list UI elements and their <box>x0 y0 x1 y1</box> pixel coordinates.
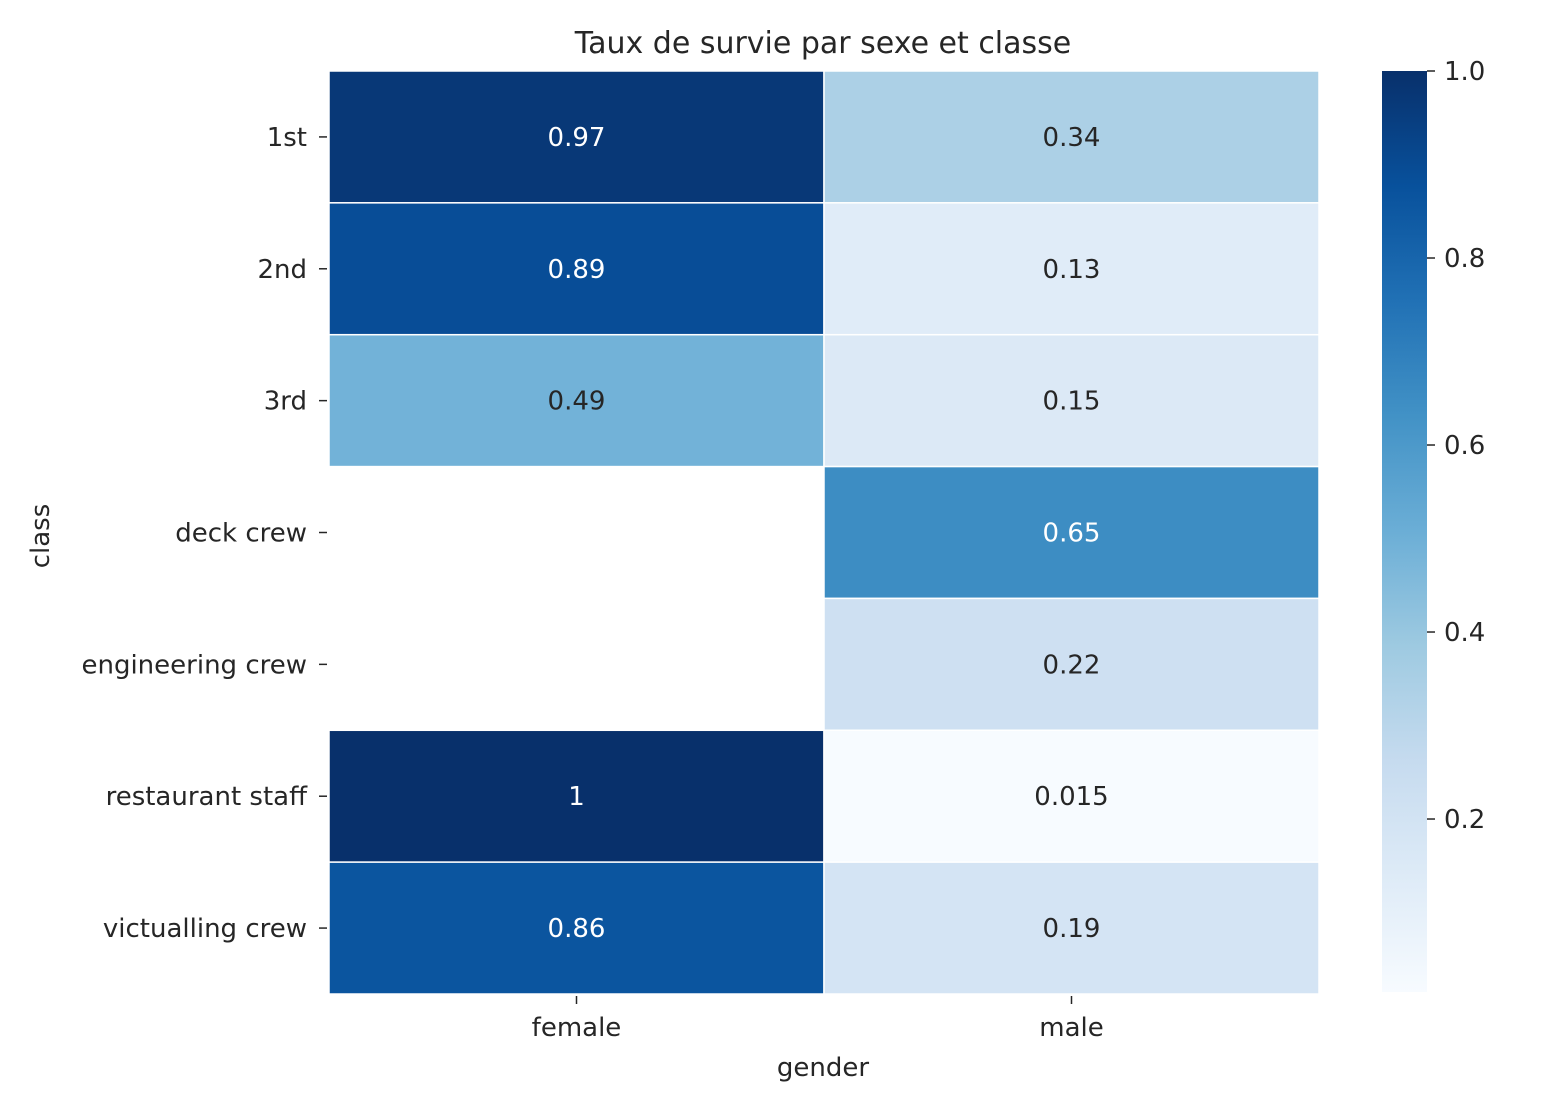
heatmap-cell <box>328 202 825 336</box>
heatmap-cell <box>328 333 825 468</box>
colorbar-gradient <box>1382 71 1427 992</box>
y-tick-label: 1st <box>267 123 307 153</box>
cell-value-label: 0.49 <box>548 387 606 417</box>
cell-value-label: 0.19 <box>1043 914 1101 944</box>
colorbar-tick-label: 0.4 <box>1444 618 1485 648</box>
y-tick-label: engineering crew <box>81 650 307 680</box>
cell-value-label: 0.86 <box>548 914 606 944</box>
x-axis-label: gender <box>777 1053 869 1083</box>
x-axis: female male <box>532 996 1104 1043</box>
cell-value-label: 0.89 <box>548 255 606 285</box>
heatmap-cells: 0.97 0.34 0.89 0.13 0.49 0.15 0.65 0.22 1 0.015 0.… <box>328 70 1320 995</box>
heatmap-cell <box>823 729 1320 863</box>
cell-value-label: 0.34 <box>1043 123 1101 153</box>
colorbar-tick-label: 1.0 <box>1444 57 1485 87</box>
x-tick-label: female <box>532 1013 622 1043</box>
x-tick-label: male <box>1039 1013 1103 1043</box>
heatmap-cell <box>328 70 825 204</box>
y-tick-label: victualling crew <box>103 914 307 944</box>
cell-value-label: 0.15 <box>1043 387 1101 417</box>
heatmap-cell <box>823 70 1320 204</box>
cell-value-label: 0.13 <box>1043 255 1101 285</box>
cell-value-label: 0.65 <box>1043 519 1101 549</box>
y-axis-label: class <box>26 504 56 569</box>
cell-value-label: 0.97 <box>548 123 606 153</box>
cell-value-label: 0.015 <box>1034 782 1108 812</box>
y-tick-label: 3rd <box>264 387 307 417</box>
chart-title: Taux de survie par sexe et classe <box>574 26 1072 61</box>
cell-value-label: 1 <box>568 782 585 812</box>
colorbar-tick-label: 0.8 <box>1444 244 1485 274</box>
colorbar: 0.2 0.4 0.6 0.8 1.0 <box>1382 57 1485 992</box>
colorbar-tick-label: 0.2 <box>1444 805 1485 835</box>
y-tick-label: 2nd <box>257 255 307 285</box>
heatmap-cell <box>823 597 1320 732</box>
y-tick-label: restaurant staff <box>106 782 308 812</box>
cell-value-label: 0.22 <box>1043 650 1101 680</box>
heatmap-cell <box>823 861 1320 995</box>
y-tick-label: deck crew <box>175 519 307 549</box>
colorbar-tick-label: 0.6 <box>1444 431 1485 461</box>
heatmap-cell <box>823 333 1320 468</box>
heatmap-cell <box>823 202 1320 336</box>
y-axis: 1st 2nd 3rd deck crew engineering crew restau… <box>81 123 327 944</box>
